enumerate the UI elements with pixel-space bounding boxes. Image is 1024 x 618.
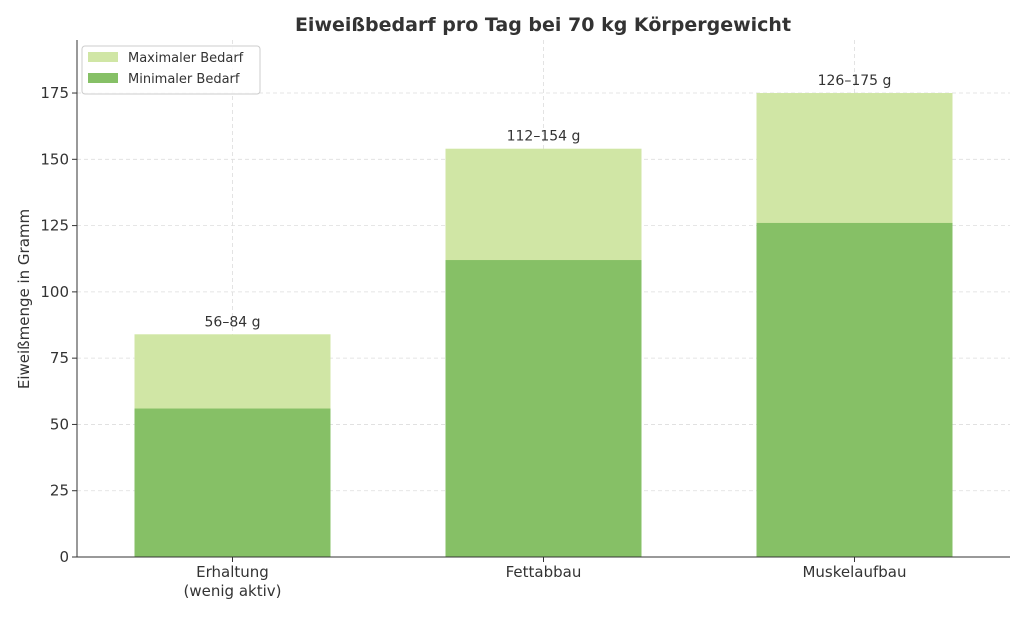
legend-swatch [88,52,118,62]
y-tick-label: 175 [40,84,69,102]
y-tick-label: 50 [50,415,69,433]
legend-label: Minimaler Bedarf [128,72,240,87]
legend: Maximaler Bedarf Minimaler Bedarf [81,45,261,95]
data-label: 112–154 g [507,129,581,145]
bar-minimaler-bedarf [445,260,642,557]
x-tick-label: Erhaltung [196,563,269,581]
y-axis-label: Eiweißmenge in Gramm [15,209,33,389]
legend-label: Maximaler Bedarf [128,51,244,66]
x-tick-label: Fettabbau [506,563,582,581]
x-tick-label: Muskelaufbau [802,563,906,581]
y-tick-label: 75 [50,349,69,367]
data-label: 126–175 g [818,73,892,89]
legend-box [81,45,261,95]
y-tick-label: 150 [40,150,69,168]
chart-title: Eiweißbedarf pro Tag bei 70 kg Körpergew… [295,14,791,36]
x-tick-label: (wenig aktiv) [184,582,282,600]
data-label: 56–84 g [205,314,261,330]
bar-minimaler-bedarf [134,408,331,557]
y-tick-label: 100 [40,283,69,301]
legend-swatch [88,73,118,83]
y-tick-label: 125 [40,217,69,235]
y-tick-label: 0 [59,548,69,566]
y-tick-label: 25 [50,482,69,500]
bar-minimaler-bedarf [756,222,953,557]
